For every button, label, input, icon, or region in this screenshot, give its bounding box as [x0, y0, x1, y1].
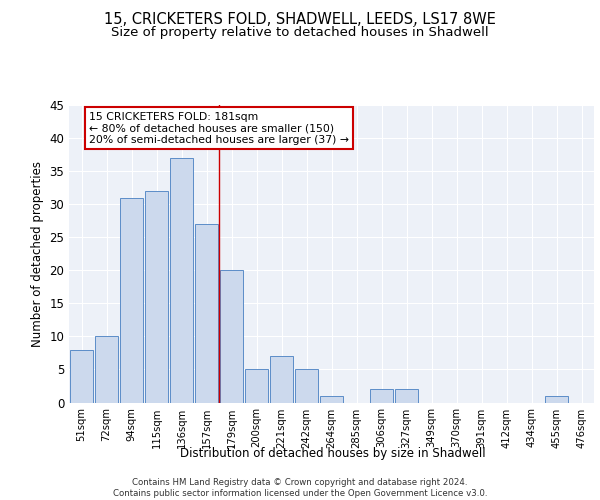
Text: Contains HM Land Registry data © Crown copyright and database right 2024.
Contai: Contains HM Land Registry data © Crown c… — [113, 478, 487, 498]
Y-axis label: Number of detached properties: Number of detached properties — [31, 161, 44, 347]
Bar — [270, 356, 293, 403]
Bar — [145, 191, 168, 402]
Bar — [320, 396, 343, 402]
Bar — [545, 396, 568, 402]
Bar — [195, 224, 218, 402]
Bar — [95, 336, 118, 402]
Text: Size of property relative to detached houses in Shadwell: Size of property relative to detached ho… — [111, 26, 489, 39]
Bar — [70, 350, 93, 403]
Bar — [370, 390, 393, 402]
Bar — [170, 158, 193, 402]
Text: Distribution of detached houses by size in Shadwell: Distribution of detached houses by size … — [180, 448, 486, 460]
Bar — [395, 390, 418, 402]
Text: 15, CRICKETERS FOLD, SHADWELL, LEEDS, LS17 8WE: 15, CRICKETERS FOLD, SHADWELL, LEEDS, LS… — [104, 12, 496, 28]
Bar — [245, 370, 268, 402]
Bar — [295, 370, 318, 402]
Bar — [120, 198, 143, 402]
Bar — [220, 270, 243, 402]
Text: 15 CRICKETERS FOLD: 181sqm
← 80% of detached houses are smaller (150)
20% of sem: 15 CRICKETERS FOLD: 181sqm ← 80% of deta… — [89, 112, 349, 145]
